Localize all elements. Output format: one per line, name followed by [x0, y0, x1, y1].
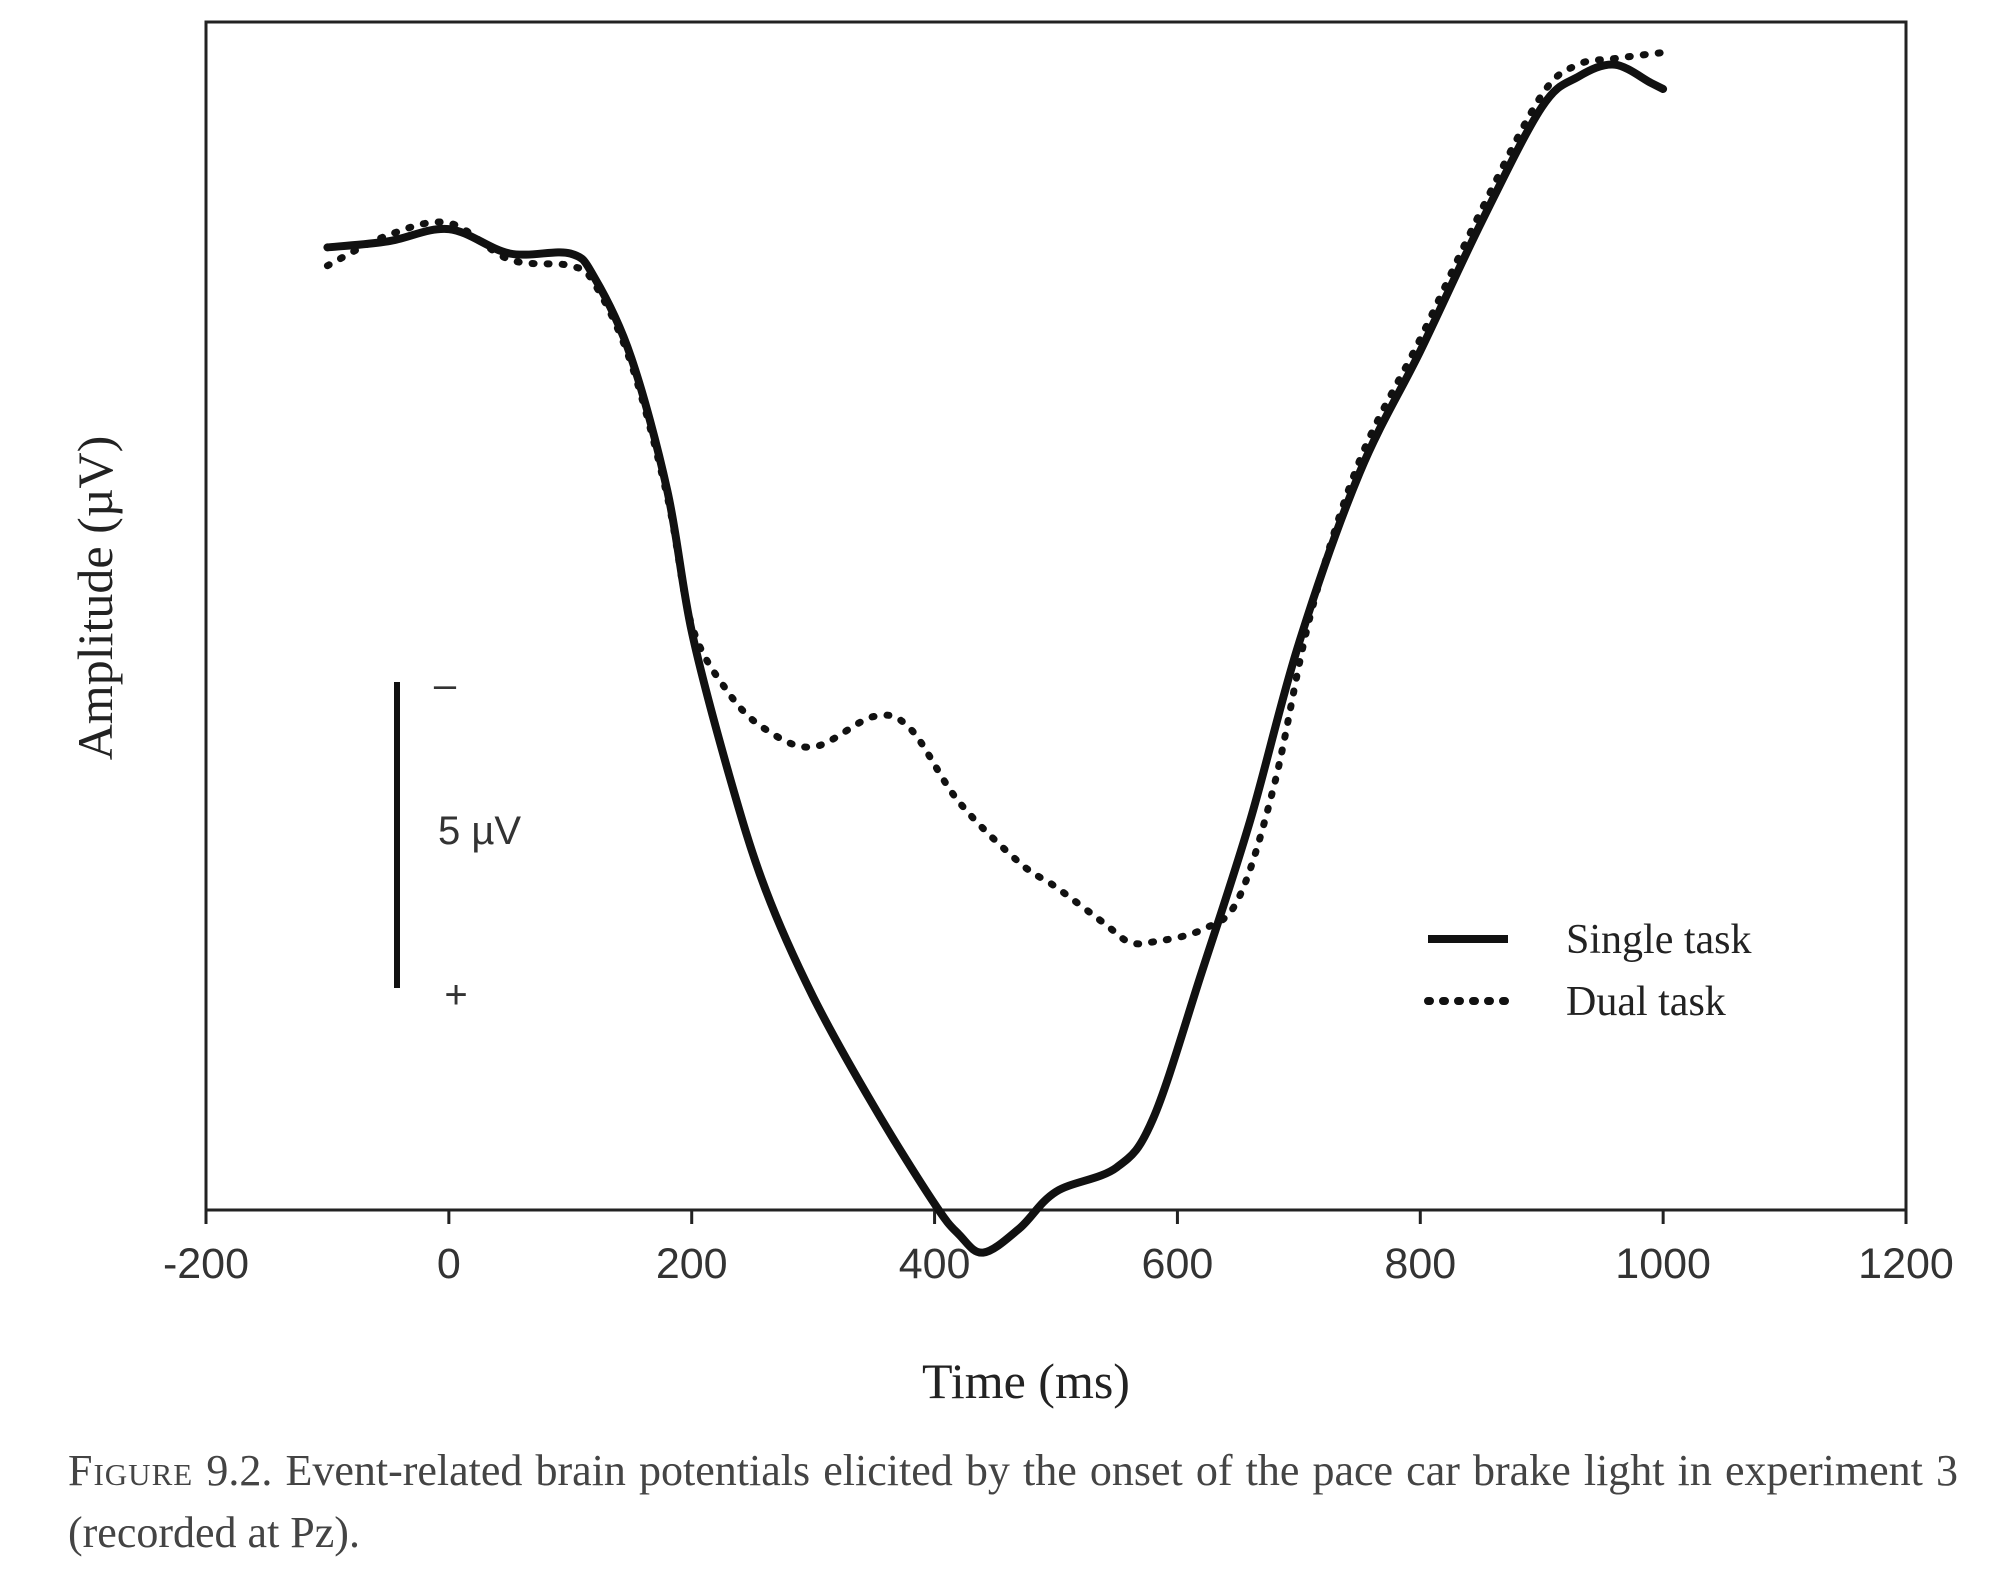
legend: Single task Dual task	[1424, 917, 1752, 1025]
caption-number: 9.2.	[206, 1446, 273, 1495]
scale-bar-negative-sign: –	[434, 663, 457, 707]
scale-bar-positive-sign: +	[444, 973, 467, 1017]
caption-label: Figure	[68, 1446, 194, 1495]
scale-bar: – 5 µV +	[394, 663, 521, 1017]
scale-bar-label: 5 µV	[438, 809, 521, 853]
x-axis-ticks: -200 0 200 400 600 800 1000 1200	[163, 1210, 1954, 1288]
plot-frame	[204, 20, 1908, 1212]
x-tick-label: 600	[1142, 1240, 1214, 1288]
x-axis-title: Time (ms)	[922, 1353, 1130, 1409]
x-tick-label: -200	[163, 1240, 249, 1288]
y-axis-title: Amplitude (µV)	[67, 436, 123, 761]
legend-label-dual: Dual task	[1566, 979, 1726, 1025]
x-tick-label: 1200	[1858, 1240, 1954, 1288]
caption-text: Event-related brain potentials elicited …	[68, 1446, 1959, 1557]
x-tick-label: 200	[656, 1240, 728, 1288]
legend-label-single: Single task	[1566, 917, 1752, 963]
x-tick-label: 0	[437, 1240, 461, 1288]
series-line-single-task	[323, 60, 1668, 1257]
figure-caption: Figure 9.2. Event-related brain potentia…	[68, 1440, 1958, 1564]
series-line-dual-task	[323, 49, 1667, 948]
plot-border	[204, 20, 1908, 1212]
x-tick-label: 1000	[1615, 1240, 1711, 1288]
x-tick-label: 800	[1384, 1240, 1456, 1288]
x-tick-label: 400	[899, 1240, 971, 1288]
series-layer	[323, 49, 1668, 1257]
